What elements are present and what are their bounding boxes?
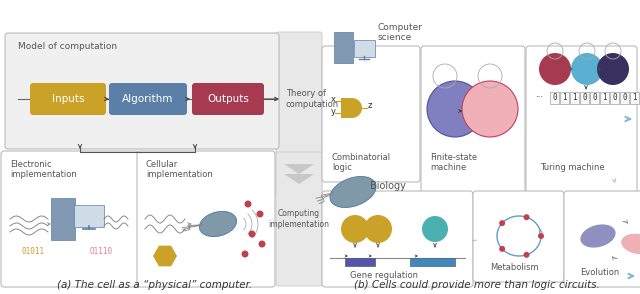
Text: 1: 1 [562,93,567,103]
Text: Outputs: Outputs [207,94,249,104]
Text: Computing
implementation: Computing implementation [269,209,330,229]
FancyBboxPatch shape [630,92,639,104]
Text: Turing machine: Turing machine [540,163,605,172]
FancyBboxPatch shape [5,33,279,149]
Circle shape [538,233,544,239]
Circle shape [422,216,448,242]
Circle shape [248,230,255,238]
Ellipse shape [580,224,616,248]
Circle shape [499,246,505,252]
Polygon shape [153,245,177,266]
FancyBboxPatch shape [473,191,564,282]
Circle shape [524,214,529,220]
FancyBboxPatch shape [620,92,629,104]
Circle shape [597,53,629,85]
FancyBboxPatch shape [560,92,569,104]
FancyBboxPatch shape [74,205,104,227]
FancyBboxPatch shape [600,92,609,104]
Ellipse shape [200,211,237,237]
FancyBboxPatch shape [333,31,353,63]
Text: y: y [331,107,336,116]
Text: 0: 0 [592,93,597,103]
FancyBboxPatch shape [322,191,473,287]
FancyBboxPatch shape [109,83,187,115]
FancyBboxPatch shape [192,83,264,115]
FancyBboxPatch shape [421,46,525,202]
Text: 1: 1 [632,93,637,103]
FancyBboxPatch shape [410,258,455,266]
Text: Combinatorial
logic: Combinatorial logic [332,153,391,172]
FancyBboxPatch shape [276,152,322,286]
Circle shape [244,201,252,208]
FancyBboxPatch shape [353,39,374,56]
FancyBboxPatch shape [137,151,275,287]
Text: ...: ... [535,90,543,99]
Text: (a) The cell as a “physical” computer.: (a) The cell as a “physical” computer. [58,280,253,290]
FancyBboxPatch shape [276,32,322,196]
Text: 0: 0 [552,93,557,103]
Circle shape [364,215,392,243]
Text: 0: 0 [582,93,587,103]
Text: 1: 1 [602,93,607,103]
Text: (b) Cells could provide more than logic circuits.: (b) Cells could provide more than logic … [354,280,600,290]
Circle shape [241,250,248,258]
Text: Gene regulation: Gene regulation [350,271,418,280]
Text: Evolution: Evolution [580,268,620,277]
Polygon shape [284,164,314,174]
FancyBboxPatch shape [526,46,637,219]
Text: Inputs: Inputs [52,94,84,104]
Text: 1: 1 [572,93,577,103]
Ellipse shape [330,176,376,208]
Text: 0: 0 [622,93,627,103]
FancyBboxPatch shape [590,92,599,104]
Polygon shape [352,98,362,118]
Text: Computer
science: Computer science [378,23,423,42]
Circle shape [539,53,571,85]
FancyBboxPatch shape [51,198,75,240]
Circle shape [462,81,518,137]
Text: Electronic
implementation: Electronic implementation [10,160,77,179]
Text: Model of computation: Model of computation [18,42,117,51]
Text: x: x [331,95,336,104]
Polygon shape [284,174,314,184]
FancyBboxPatch shape [30,83,106,115]
FancyBboxPatch shape [550,92,559,104]
Text: Finite-state
machine: Finite-state machine [430,153,477,172]
Text: z: z [368,101,372,110]
FancyBboxPatch shape [564,191,640,287]
Text: 01011: 01011 [22,247,45,256]
Text: Algorithm: Algorithm [122,94,173,104]
FancyBboxPatch shape [322,46,420,182]
Circle shape [427,81,483,137]
Circle shape [341,215,369,243]
Text: Biology: Biology [370,181,406,191]
Text: Cellular
implementation: Cellular implementation [146,160,212,179]
Circle shape [259,240,266,248]
Circle shape [571,53,603,85]
Text: O1110: O1110 [90,247,113,256]
Circle shape [257,211,264,218]
Ellipse shape [621,234,640,254]
FancyBboxPatch shape [610,92,619,104]
FancyBboxPatch shape [570,92,579,104]
Polygon shape [341,98,352,118]
Text: Theory of
computation: Theory of computation [286,89,339,109]
Circle shape [499,220,505,226]
FancyBboxPatch shape [580,92,589,104]
Text: 0: 0 [612,93,617,103]
Text: Metabolism: Metabolism [490,263,539,272]
FancyBboxPatch shape [345,258,375,266]
Circle shape [524,252,529,258]
FancyBboxPatch shape [1,151,139,287]
